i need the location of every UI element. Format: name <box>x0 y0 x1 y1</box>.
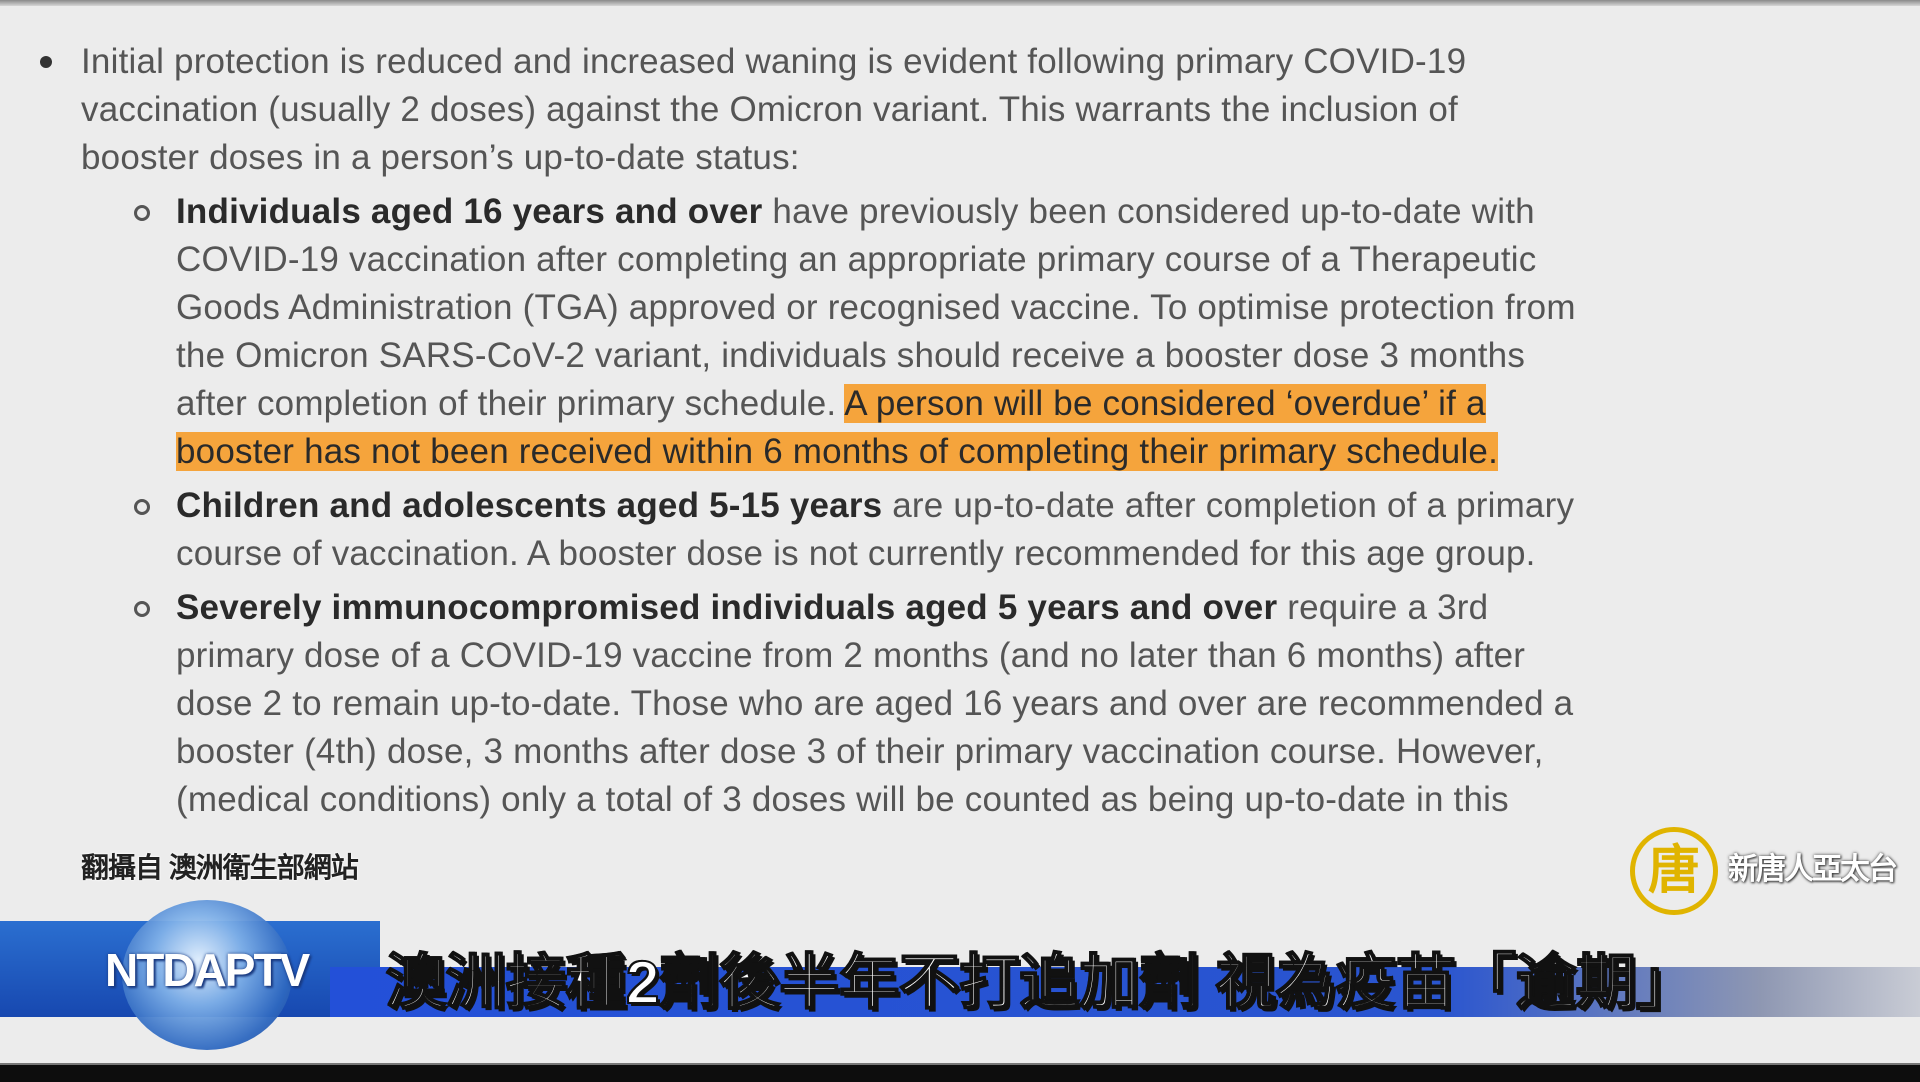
item2-line-1: Children and adolescents aged 5-15 years… <box>176 484 1574 528</box>
intro-line-2: vaccination (usually 2 doses) against th… <box>81 90 1458 129</box>
bullet-disc-icon <box>40 56 52 68</box>
item1-line-4: the Omicron SARS-CoV-2 variant, individu… <box>176 336 1526 375</box>
item3-line-2: primary dose of a COVID-19 vaccine from … <box>176 636 1526 675</box>
item3-text: require a 3rd <box>1277 588 1489 627</box>
station-logo: NTDAPTV <box>105 944 310 996</box>
bullet-circle-icon <box>134 499 150 515</box>
source-caption: 翻攝自 澳洲衛生部網站 <box>81 852 359 883</box>
highlighted-text: booster has not been received within 6 m… <box>176 432 1499 471</box>
bullet-circle-icon <box>134 205 150 221</box>
item1-line-3: Goods Administration (TGA) approved or r… <box>176 288 1576 327</box>
item3-line-4: booster (4th) dose, 3 months after dose … <box>176 732 1544 771</box>
item3-line-3: dose 2 to remain up-to-date. Those who a… <box>176 684 1574 723</box>
item1-line-5: after completion of their primary schedu… <box>176 382 1486 426</box>
item1-text: after completion of their primary schedu… <box>176 384 845 423</box>
item3-line-1: Severely immunocompromised individuals a… <box>176 586 1488 630</box>
globe-logo-icon <box>122 900 292 1050</box>
bullet-circle-icon <box>134 601 150 617</box>
item1-line-2: COVID-19 vaccination after completing an… <box>176 240 1537 279</box>
item1-line-6: booster has not been received within 6 m… <box>176 430 1499 474</box>
item1-text: have previously been considered up-to-da… <box>762 192 1535 231</box>
item2-bold: Children and adolescents aged 5-15 years <box>176 486 883 525</box>
item2-text: are up-to-date after completion of a pri… <box>882 486 1575 525</box>
channel-logo: 唐 <box>1630 827 1718 915</box>
headline-text: 澳洲接種2劑後半年不打追加劑 視為疫苗「逾期」 <box>385 948 1697 1017</box>
item3-line-5: (medical conditions) only a total of 3 d… <box>176 780 1509 819</box>
intro-line-3: booster doses in a person’s up-to-date s… <box>81 138 800 177</box>
headline-banner <box>330 967 1920 1017</box>
intro-line-1: Initial protection is reduced and increa… <box>81 42 1467 81</box>
highlighted-text: A person will be considered ‘overdue’ if… <box>844 384 1486 423</box>
browser-edge <box>0 0 1920 6</box>
channel-logo-text: 新唐人亞太台 <box>1728 853 1898 886</box>
bottom-strip <box>0 1063 1920 1082</box>
item1-bold: Individuals aged 16 years and over <box>176 192 763 231</box>
item2-line-2: course of vaccination. A booster dose is… <box>176 534 1536 573</box>
item3-bold: Severely immunocompromised individuals a… <box>176 588 1278 627</box>
item1-line-1: Individuals aged 16 years and over have … <box>176 190 1535 234</box>
